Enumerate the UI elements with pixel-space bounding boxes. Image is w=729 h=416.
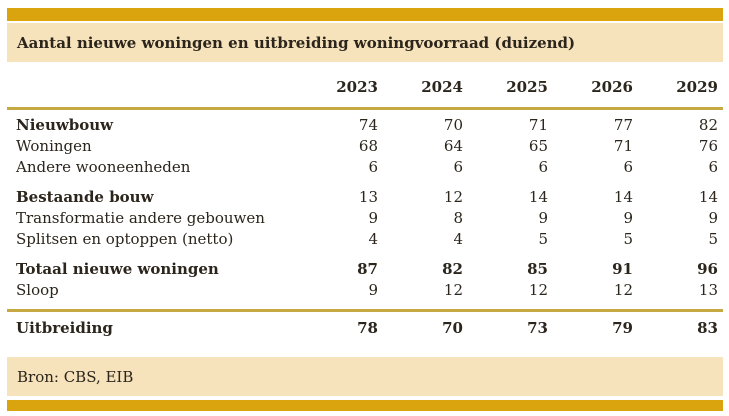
row-label: Woningen bbox=[16, 137, 92, 155]
title-band: Aantal nieuwe woningen en uitbreiding wo… bbox=[7, 23, 723, 62]
value-cell: 9 bbox=[708, 209, 718, 227]
value-cell: 14 bbox=[698, 188, 718, 206]
value-cell: 82 bbox=[698, 116, 718, 134]
value-cell: 83 bbox=[638, 309, 723, 339]
value-cell: 6 bbox=[538, 158, 548, 176]
table-row: Splitsen en optoppen (netto) 4 4 5 5 5 bbox=[7, 229, 723, 250]
value-cell: 82 bbox=[442, 260, 463, 278]
value-cell: 8 bbox=[453, 209, 463, 227]
row-label: Splitsen en optoppen (netto) bbox=[16, 230, 234, 248]
value-cell: 73 bbox=[468, 309, 553, 339]
value-cell: 71 bbox=[528, 116, 548, 134]
table-row: Transformatie andere gebouwen 9 8 9 9 9 bbox=[7, 208, 723, 229]
value-cell: 64 bbox=[443, 137, 463, 155]
value-cell: 4 bbox=[453, 230, 463, 248]
value-cell: 65 bbox=[528, 137, 548, 155]
column-header-2024: 2024 bbox=[383, 62, 468, 110]
value-cell: 9 bbox=[538, 209, 548, 227]
value-cell: 4 bbox=[368, 230, 378, 248]
value-cell: 68 bbox=[358, 137, 378, 155]
value-cell: 9 bbox=[368, 281, 378, 299]
data-table: 2023 2024 2025 2026 2029 Nieuwbouw 74 70 71 77 82… bbox=[7, 62, 723, 339]
table-row: Totaal nieuwe woningen 87 82 85 91 96 bbox=[7, 250, 723, 280]
table-row: Sloop 9 12 12 12 13 bbox=[7, 280, 723, 311]
table-row: Andere wooneenheden 6 6 6 6 6 bbox=[7, 157, 723, 178]
value-cell: 87 bbox=[357, 260, 378, 278]
value-cell: 70 bbox=[443, 116, 463, 134]
value-cell: 6 bbox=[368, 158, 378, 176]
value-cell: 13 bbox=[698, 281, 718, 299]
value-cell: 85 bbox=[527, 260, 548, 278]
value-cell: 5 bbox=[623, 230, 633, 248]
value-cell: 12 bbox=[528, 281, 548, 299]
table-row: Nieuwbouw 74 70 71 77 82 bbox=[7, 109, 723, 137]
header-row: 2023 2024 2025 2026 2029 bbox=[7, 62, 723, 110]
value-cell: 77 bbox=[613, 116, 633, 134]
value-cell: 70 bbox=[383, 309, 468, 339]
value-cell: 9 bbox=[368, 209, 378, 227]
row-label: Bestaande bouw bbox=[16, 188, 154, 206]
table-row: Woningen 68 64 65 71 76 bbox=[7, 136, 723, 157]
value-cell: 12 bbox=[443, 281, 463, 299]
row-label: Transformatie andere gebouwen bbox=[16, 209, 265, 227]
top-accent-bar bbox=[7, 8, 723, 21]
row-label: Uitbreiding bbox=[7, 309, 298, 339]
value-cell: 12 bbox=[613, 281, 633, 299]
value-cell: 14 bbox=[613, 188, 633, 206]
column-header-2029: 2029 bbox=[638, 62, 723, 110]
value-cell: 5 bbox=[538, 230, 548, 248]
value-cell: 6 bbox=[623, 158, 633, 176]
value-cell: 14 bbox=[528, 188, 548, 206]
value-cell: 5 bbox=[708, 230, 718, 248]
value-cell: 79 bbox=[553, 309, 638, 339]
header-corner-cell bbox=[7, 62, 298, 110]
value-cell: 12 bbox=[443, 188, 463, 206]
value-cell: 91 bbox=[612, 260, 633, 278]
row-label: Sloop bbox=[16, 281, 59, 299]
bottom-accent-bar bbox=[7, 400, 723, 411]
row-label: Nieuwbouw bbox=[16, 116, 114, 134]
table-title: Aantal nieuwe woningen en uitbreiding wo… bbox=[17, 33, 576, 52]
value-cell: 71 bbox=[613, 137, 633, 155]
value-cell: 74 bbox=[358, 116, 378, 134]
table-body: Nieuwbouw 74 70 71 77 82 Woningen 68 64 65 71 76 And… bbox=[7, 109, 723, 339]
table-row: Bestaande bouw 13 12 14 14 14 bbox=[7, 178, 723, 208]
source-band: Bron: CBS, EIB bbox=[7, 357, 723, 396]
value-cell: 13 bbox=[358, 188, 378, 206]
value-cell: 78 bbox=[298, 309, 383, 339]
source-text: Bron: CBS, EIB bbox=[17, 367, 134, 386]
value-cell: 9 bbox=[623, 209, 633, 227]
row-label: Andere wooneenheden bbox=[16, 158, 191, 176]
value-cell: 6 bbox=[708, 158, 718, 176]
column-header-2025: 2025 bbox=[468, 62, 553, 110]
value-cell: 76 bbox=[698, 137, 718, 155]
row-label: Totaal nieuwe woningen bbox=[16, 260, 219, 278]
column-header-2026: 2026 bbox=[553, 62, 638, 110]
column-header-2023: 2023 bbox=[298, 62, 383, 110]
value-cell: 96 bbox=[697, 260, 718, 278]
table-row: Uitbreiding 78 70 73 79 83 bbox=[7, 309, 723, 339]
value-cell: 6 bbox=[453, 158, 463, 176]
